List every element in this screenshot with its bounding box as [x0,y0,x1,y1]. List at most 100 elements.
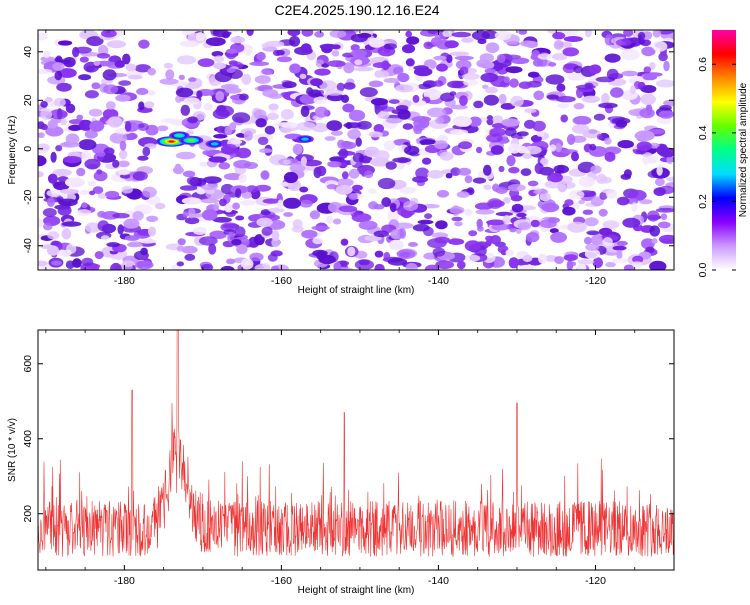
spectrogram-cell [516,212,527,218]
spectrogram-cell [477,226,484,232]
spectrogram-cell [576,263,587,270]
spectrogram-cell [370,157,390,167]
spectrogram-cell [592,257,603,269]
spectrogram-cell [119,173,131,179]
spectrogram-cell [106,40,127,49]
spectrogram-cell [289,163,306,173]
spectrogram-cell [182,211,189,218]
snr-series-line [38,330,674,557]
spectrogram-cell [611,117,631,125]
spectrogram-cell [457,260,466,270]
spectrogram-cell [49,109,68,120]
spectrogram-cell [330,130,343,136]
spectrogram-cell [385,161,397,170]
spectrogram-cell [119,149,128,160]
spectrogram-cell [147,67,156,76]
spectrogram-cell [447,80,464,89]
spectrogram-cell [448,238,465,245]
spectrogram-cell [282,197,302,209]
spectrogram-cell [465,254,481,262]
spectrogram-cell [212,216,232,223]
spectrogram-cell [276,49,285,56]
spectrogram-cell [367,188,377,194]
spectrogram-cell [464,208,473,216]
spectrogram-cell [136,87,149,96]
spectrogram-cell [122,53,131,65]
spectrogram-cell [435,260,454,270]
spectrogram-cell [144,101,155,109]
spectrogram-cell [85,222,101,233]
spectrogram-hotspot [210,142,219,146]
spectrogram-cell [353,66,374,72]
spectrogram-cell [627,189,647,201]
spectrogram-cell [106,242,120,248]
spectrogram-cell [319,80,337,91]
spectrogram-x-axis: -180 -160 -140 -120 [45,30,675,287]
spectrogram-cell [396,162,405,170]
spectrogram-cell [350,49,368,58]
spectrogram-cell [327,161,342,168]
spectrogram-panel: -180 -160 -140 -120 -40 -20 0 20 40 Height of s… [7,29,675,296]
spectrogram-cell [454,55,474,61]
spectrogram-cell [81,202,88,209]
spectrogram-cell [179,40,200,47]
spectrogram-cell [368,131,383,138]
spectrogram-cell [368,37,385,48]
spectrogram-cell [486,115,494,126]
spectrogram-cell [355,137,362,147]
spectrogram-cell [582,95,601,104]
spectrogram-cell [485,86,498,94]
spectrogram-cell [622,217,641,228]
spectrogram-cell [490,145,504,155]
spectrogram-cell [436,63,448,72]
spectrogram-cell [562,206,576,216]
spectrogram-cell [643,66,652,74]
spectrogram-cell [417,219,434,225]
spectrogram-cell [231,238,242,246]
spectrogram-cell [475,209,495,215]
spectrogram-cell [449,129,469,136]
spectrogram-cell [61,221,82,227]
spectrogram-cell [390,203,397,213]
spectrogram-cell [38,260,48,267]
spectrogram-cell [97,192,107,199]
spectrogram-cell [97,210,106,218]
spectrogram-cell [348,168,360,179]
spectrogram-cell [221,183,234,195]
spectrogram-cell [105,101,116,110]
spectrogram-cell [354,59,363,66]
spectrogram-cell [224,203,233,213]
spectrogram-cell [517,222,531,231]
spectrogram-cell [600,176,612,184]
spectrogram-cell [358,220,378,230]
spectrogram-cell [548,172,563,183]
spectrogram-cell [601,92,610,105]
spectrogram-y-label: Frequency (Hz) [7,116,18,185]
spectrogram-cell [260,170,270,180]
spectrogram-cell [331,50,340,57]
spectrogram-cell [105,190,120,198]
spectrogram-cell [468,116,482,127]
spectrogram-cell [348,109,366,122]
spectrogram-cell [666,176,674,182]
spectrogram-cell [459,121,470,127]
spectrogram-cell [238,174,247,183]
spectrogram-cell [604,137,612,145]
spectrogram-cell [435,220,448,230]
spectrogram-cell [413,65,429,71]
spectrogram-cell [327,60,346,67]
spectrogram-cell [213,202,220,212]
spectrogram-cell [180,104,191,116]
spectrogram-cell [634,130,655,141]
spectrogram-cell [492,115,504,124]
spectrogram-cell [267,253,278,262]
spectrogram-cell [585,243,600,251]
spectrogram-cell [368,80,384,88]
spectrogram-cell [412,94,420,103]
spectrogram-cell [578,176,595,188]
spectrogram-cell [509,78,519,88]
spectrogram-cell [476,146,483,154]
spectrogram-cell [384,43,397,50]
spectrogram-cell [102,69,117,81]
spectrogram-cell [537,53,553,60]
